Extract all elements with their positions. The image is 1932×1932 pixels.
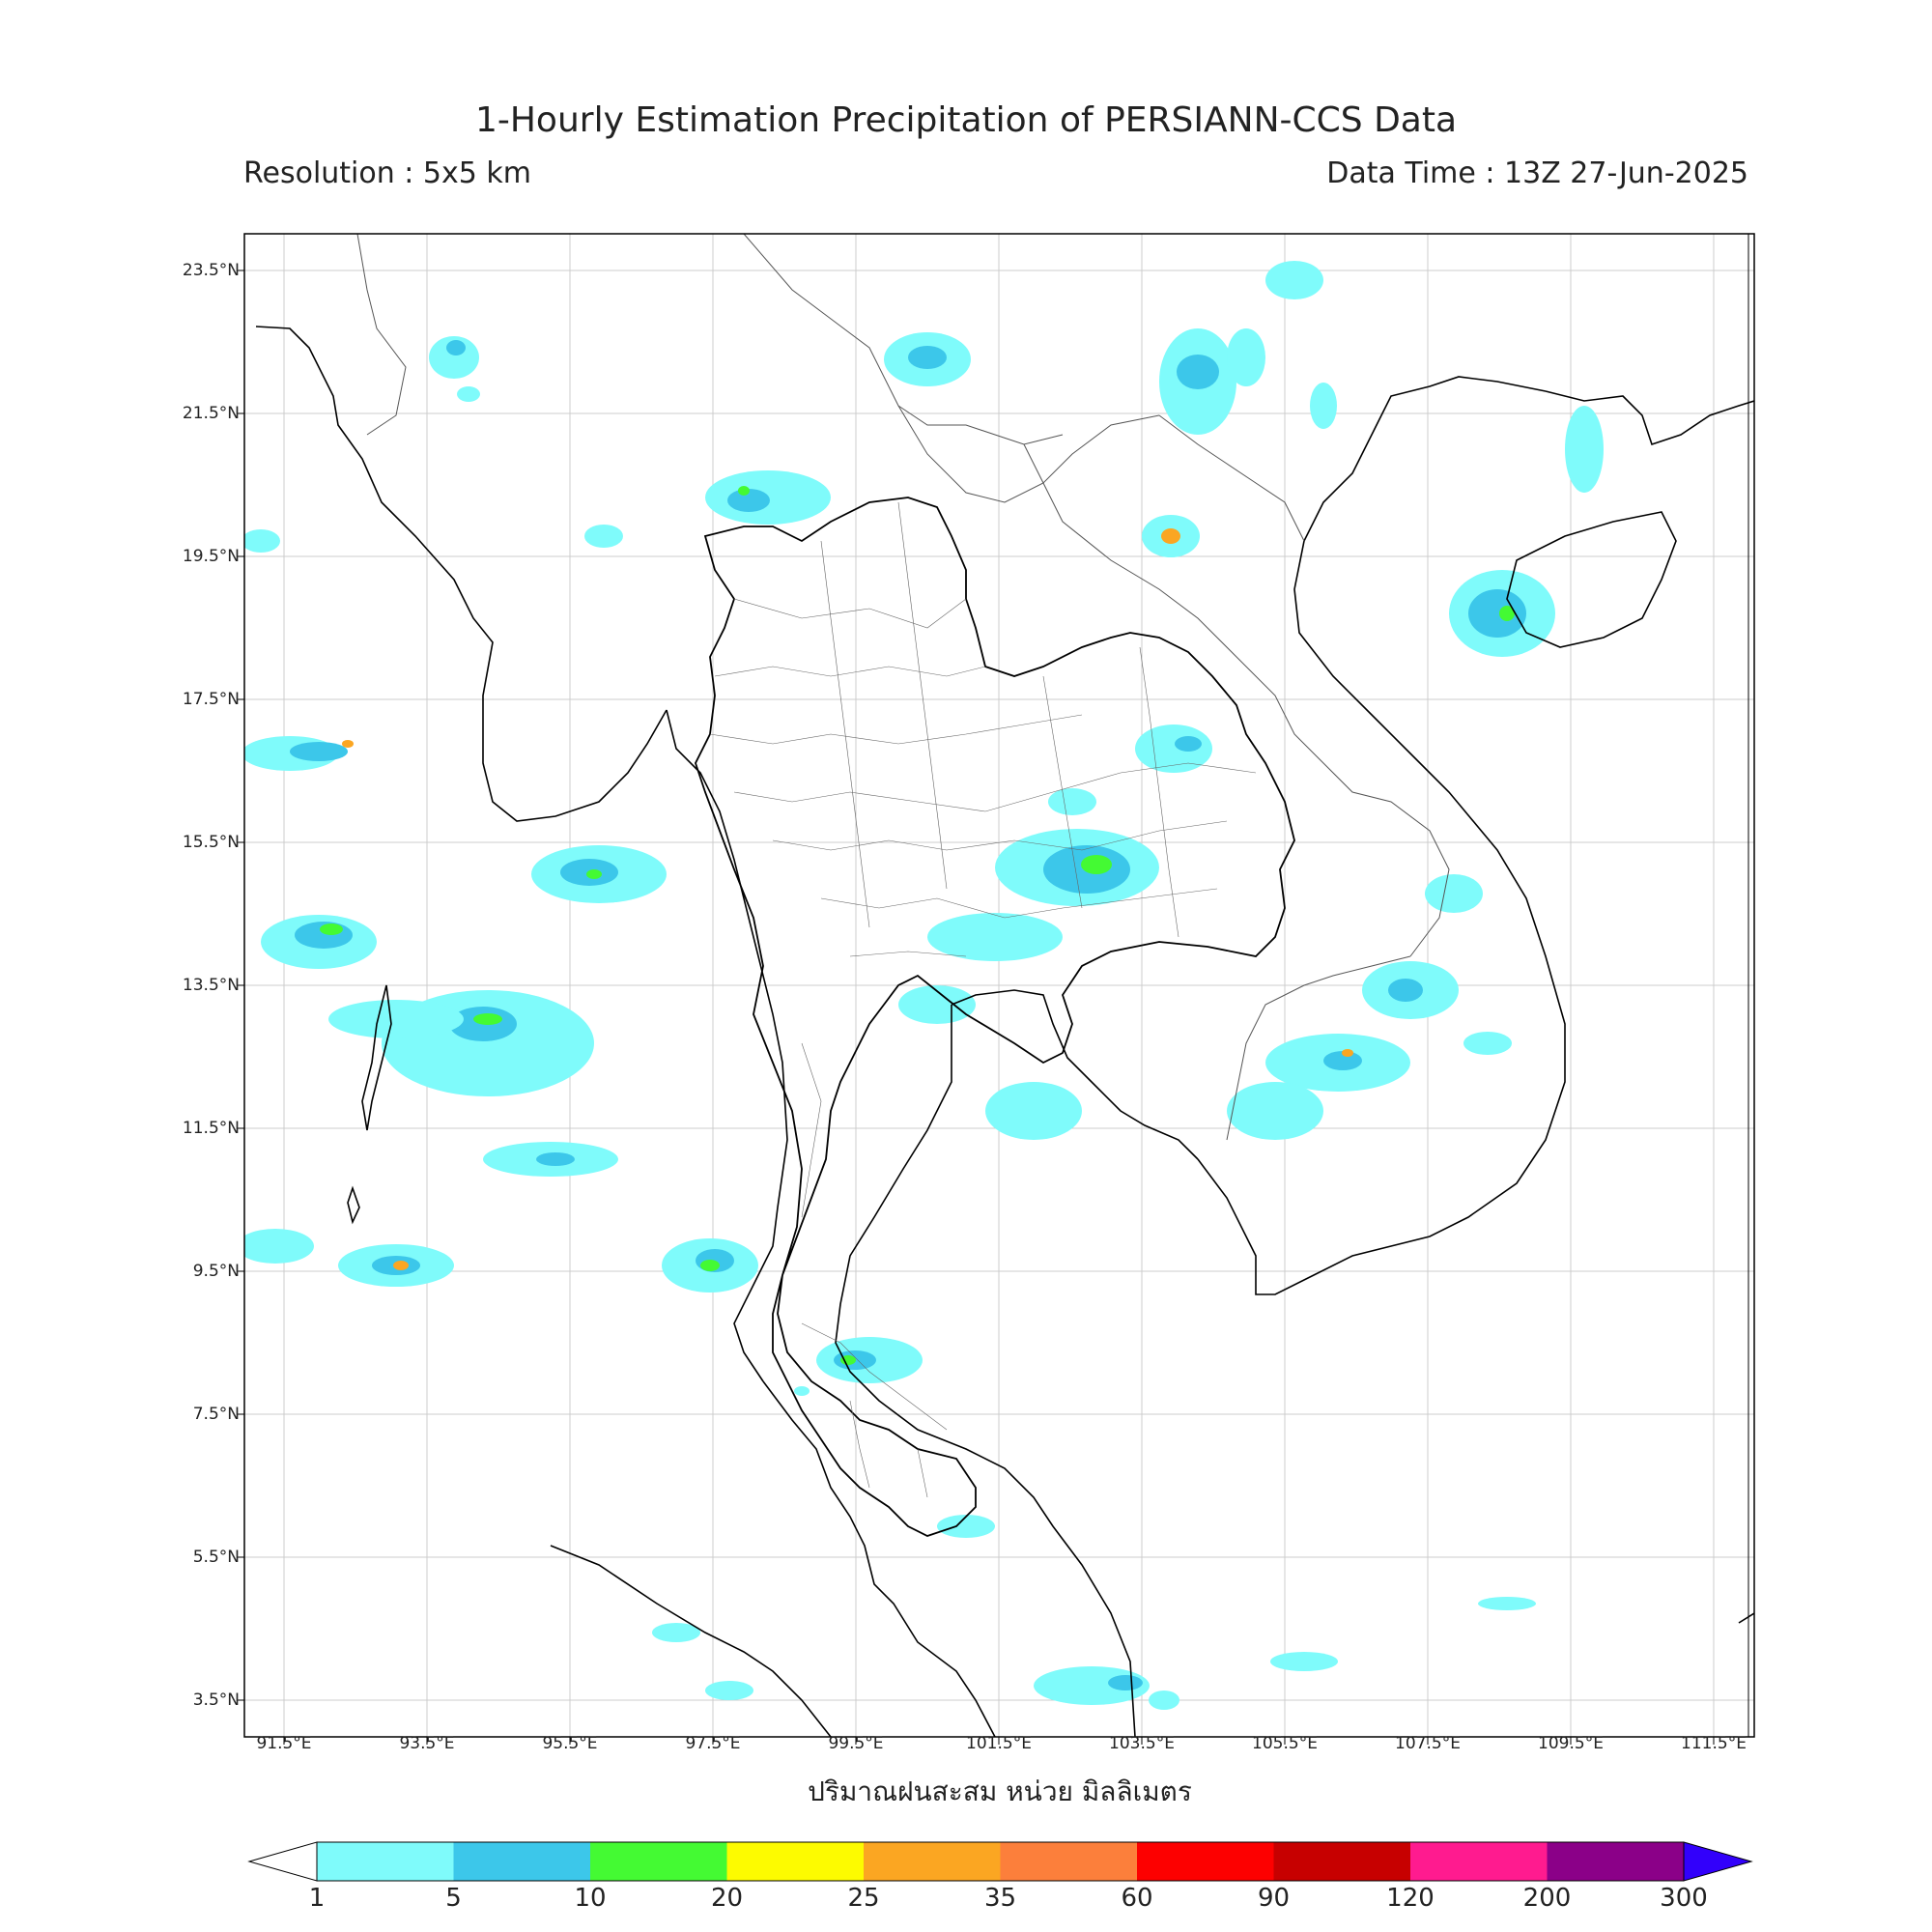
lat-label: 11.5°N <box>182 1119 240 1138</box>
lat-label: 9.5°N <box>192 1262 240 1281</box>
colorbar <box>247 1841 1753 1882</box>
colorbar-tick-label: 20 <box>710 1884 744 1913</box>
colorbar-swatch <box>317 1842 454 1881</box>
province-boundary <box>714 666 986 677</box>
lon-label: 109.5°E <box>1538 1734 1604 1753</box>
colorbar-tick-label: 120 <box>1386 1884 1435 1913</box>
lon-label: 95.5°E <box>542 1734 598 1753</box>
lat-label: 7.5°N <box>192 1405 240 1424</box>
province-boundaries <box>709 501 1257 1498</box>
colorbar-tick-label: 60 <box>1121 1884 1153 1913</box>
province-boundary <box>820 540 870 928</box>
lon-label: 105.5°E <box>1252 1734 1318 1753</box>
colorbar-tick-label: 300 <box>1660 1884 1708 1913</box>
lat-label: 13.5°N <box>182 976 240 995</box>
province-boundary <box>801 1322 948 1431</box>
province-boundary <box>772 820 1228 851</box>
colorbar-swatch <box>453 1842 591 1881</box>
lat-label: 15.5°N <box>182 833 240 852</box>
province-boundary <box>897 501 948 890</box>
colorbar-swatch <box>1410 1842 1548 1881</box>
lon-label: 107.5°E <box>1395 1734 1461 1753</box>
lon-label: 103.5°E <box>1109 1734 1175 1753</box>
colorbar-swatch <box>590 1842 727 1881</box>
lat-label: 21.5°N <box>182 404 240 423</box>
precipitation-field <box>244 261 1604 1710</box>
colorbar-tick-label: 200 <box>1522 1884 1572 1913</box>
colorbar-swatch <box>1547 1842 1685 1881</box>
province-boundary <box>820 888 1218 919</box>
colorbar-tick-label: 5 <box>445 1884 462 1913</box>
colorbar-tick-label: 25 <box>847 1884 880 1913</box>
colorbar-swatch <box>1000 1842 1138 1881</box>
thailand-provinces <box>695 497 1295 1537</box>
province-boundary <box>801 1042 822 1218</box>
colorbar-swatch <box>1137 1842 1274 1881</box>
coastlines <box>255 326 1754 1737</box>
national-borders <box>356 234 1450 1141</box>
colorbar-swatch <box>726 1842 865 1881</box>
lon-label: 99.5°E <box>828 1734 884 1753</box>
colorbar-tick-label: 1 <box>308 1884 326 1913</box>
colorbar-swatch <box>864 1842 1001 1881</box>
lat-label: 23.5°N <box>182 261 240 280</box>
lon-label: 101.5°E <box>966 1734 1032 1753</box>
colorbar-tick-label: 10 <box>574 1884 607 1913</box>
province-boundary <box>1042 675 1083 909</box>
lon-label: 91.5°E <box>256 1734 312 1753</box>
lat-label: 17.5°N <box>182 690 240 709</box>
province-boundary <box>733 598 967 629</box>
lat-label: 5.5°N <box>192 1548 240 1567</box>
data-time-label: Data Time : 13Z 27-Jun-2025 <box>1326 156 1748 190</box>
colorbar-tick-label: 35 <box>983 1884 1017 1913</box>
province-boundary <box>849 951 967 957</box>
lat-label: 3.5°N <box>192 1690 240 1710</box>
colorbar-high-extend <box>1683 1841 1753 1882</box>
colorbar-low-extend <box>247 1841 318 1882</box>
colorbar-tick-label: 90 <box>1257 1884 1291 1913</box>
lon-label: 111.5°E <box>1681 1734 1747 1753</box>
lon-label: 93.5°E <box>399 1734 455 1753</box>
province-boundary <box>917 1448 928 1498</box>
colorbar-swatch <box>1273 1842 1411 1881</box>
colorbar-unit-label: ปริมาณฝนสะสม หน่วย มิลลิเมตร <box>808 1776 1192 1807</box>
map-gridlines <box>237 234 1754 1745</box>
lat-label: 19.5°N <box>182 547 240 566</box>
province-boundary <box>849 1400 870 1489</box>
map-title: 1-Hourly Estimation Precipitation of PER… <box>474 100 1458 140</box>
lon-label: 97.5°E <box>685 1734 741 1753</box>
resolution-label: Resolution : 5x5 km <box>243 156 531 190</box>
province-boundary <box>1139 646 1179 938</box>
province-boundary <box>709 714 1083 745</box>
province-boundary <box>733 762 1257 812</box>
